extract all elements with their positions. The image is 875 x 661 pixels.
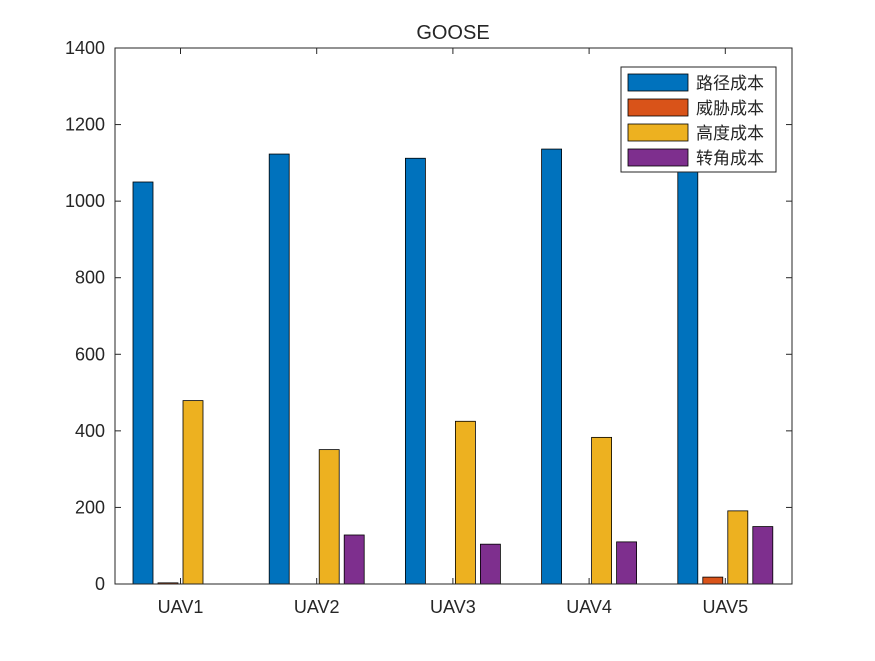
bar-uav1-series-1	[132, 181, 154, 585]
bar-uav4-series-3	[591, 436, 612, 585]
y-tick-label: 800	[75, 268, 105, 288]
bar-uav2-series-4	[343, 534, 365, 585]
legend-label-series-4: 转角成本	[696, 149, 764, 168]
x-tick-label-uav2: UAV2	[294, 597, 340, 617]
bar-uav5-series-2	[702, 576, 724, 585]
bar-uav4-series-4	[616, 541, 637, 585]
bar-uav1-series-3	[182, 400, 204, 585]
legend-label-series-1: 路径成本	[696, 74, 764, 93]
bars-group	[132, 148, 774, 585]
bar-uav3-series-4	[479, 543, 501, 585]
axes-box	[114, 47, 793, 585]
axes-group: 0 200 400 600 800 1000 1200 1400 UAV1 UAV2 UAV3 UAV…	[65, 38, 793, 617]
bar-uav5-series-3	[727, 510, 749, 585]
y-tick-label: 1200	[65, 115, 105, 135]
y-tick-label: 1000	[65, 191, 105, 211]
legend-swatch-series-2	[627, 98, 689, 117]
x-tick-label-uav1: UAV1	[158, 597, 204, 617]
bar-uav2-series-3	[318, 449, 340, 585]
y-tick-label: 600	[75, 344, 105, 364]
legend-swatch-series-3	[627, 123, 689, 142]
y-tick-label: 0	[95, 574, 105, 594]
legend-label-series-3: 高度成本	[696, 124, 764, 143]
legend-label-series-2: 威胁成本	[696, 99, 764, 118]
legend-swatch-series-1	[627, 73, 689, 92]
bar-uav2-series-1	[268, 153, 290, 585]
x-tick-label-uav5: UAV5	[702, 597, 748, 617]
chart-title: GOOSE	[416, 22, 489, 44]
bar-uav5-series-1	[677, 154, 699, 585]
legend-swatch-series-4	[627, 148, 689, 167]
bar-uav5-series-4	[752, 526, 774, 585]
bar-uav3-series-3	[454, 420, 476, 585]
x-tick-label-uav4: UAV4	[566, 597, 612, 617]
x-tick-label-uav3: UAV3	[430, 597, 476, 617]
y-tick-label: 1400	[65, 38, 105, 58]
bar-uav4-series-1	[541, 148, 562, 585]
bar-uav3-series-1	[404, 157, 426, 585]
y-tick-label: 200	[75, 497, 105, 517]
y-tick-label: 400	[75, 421, 105, 441]
